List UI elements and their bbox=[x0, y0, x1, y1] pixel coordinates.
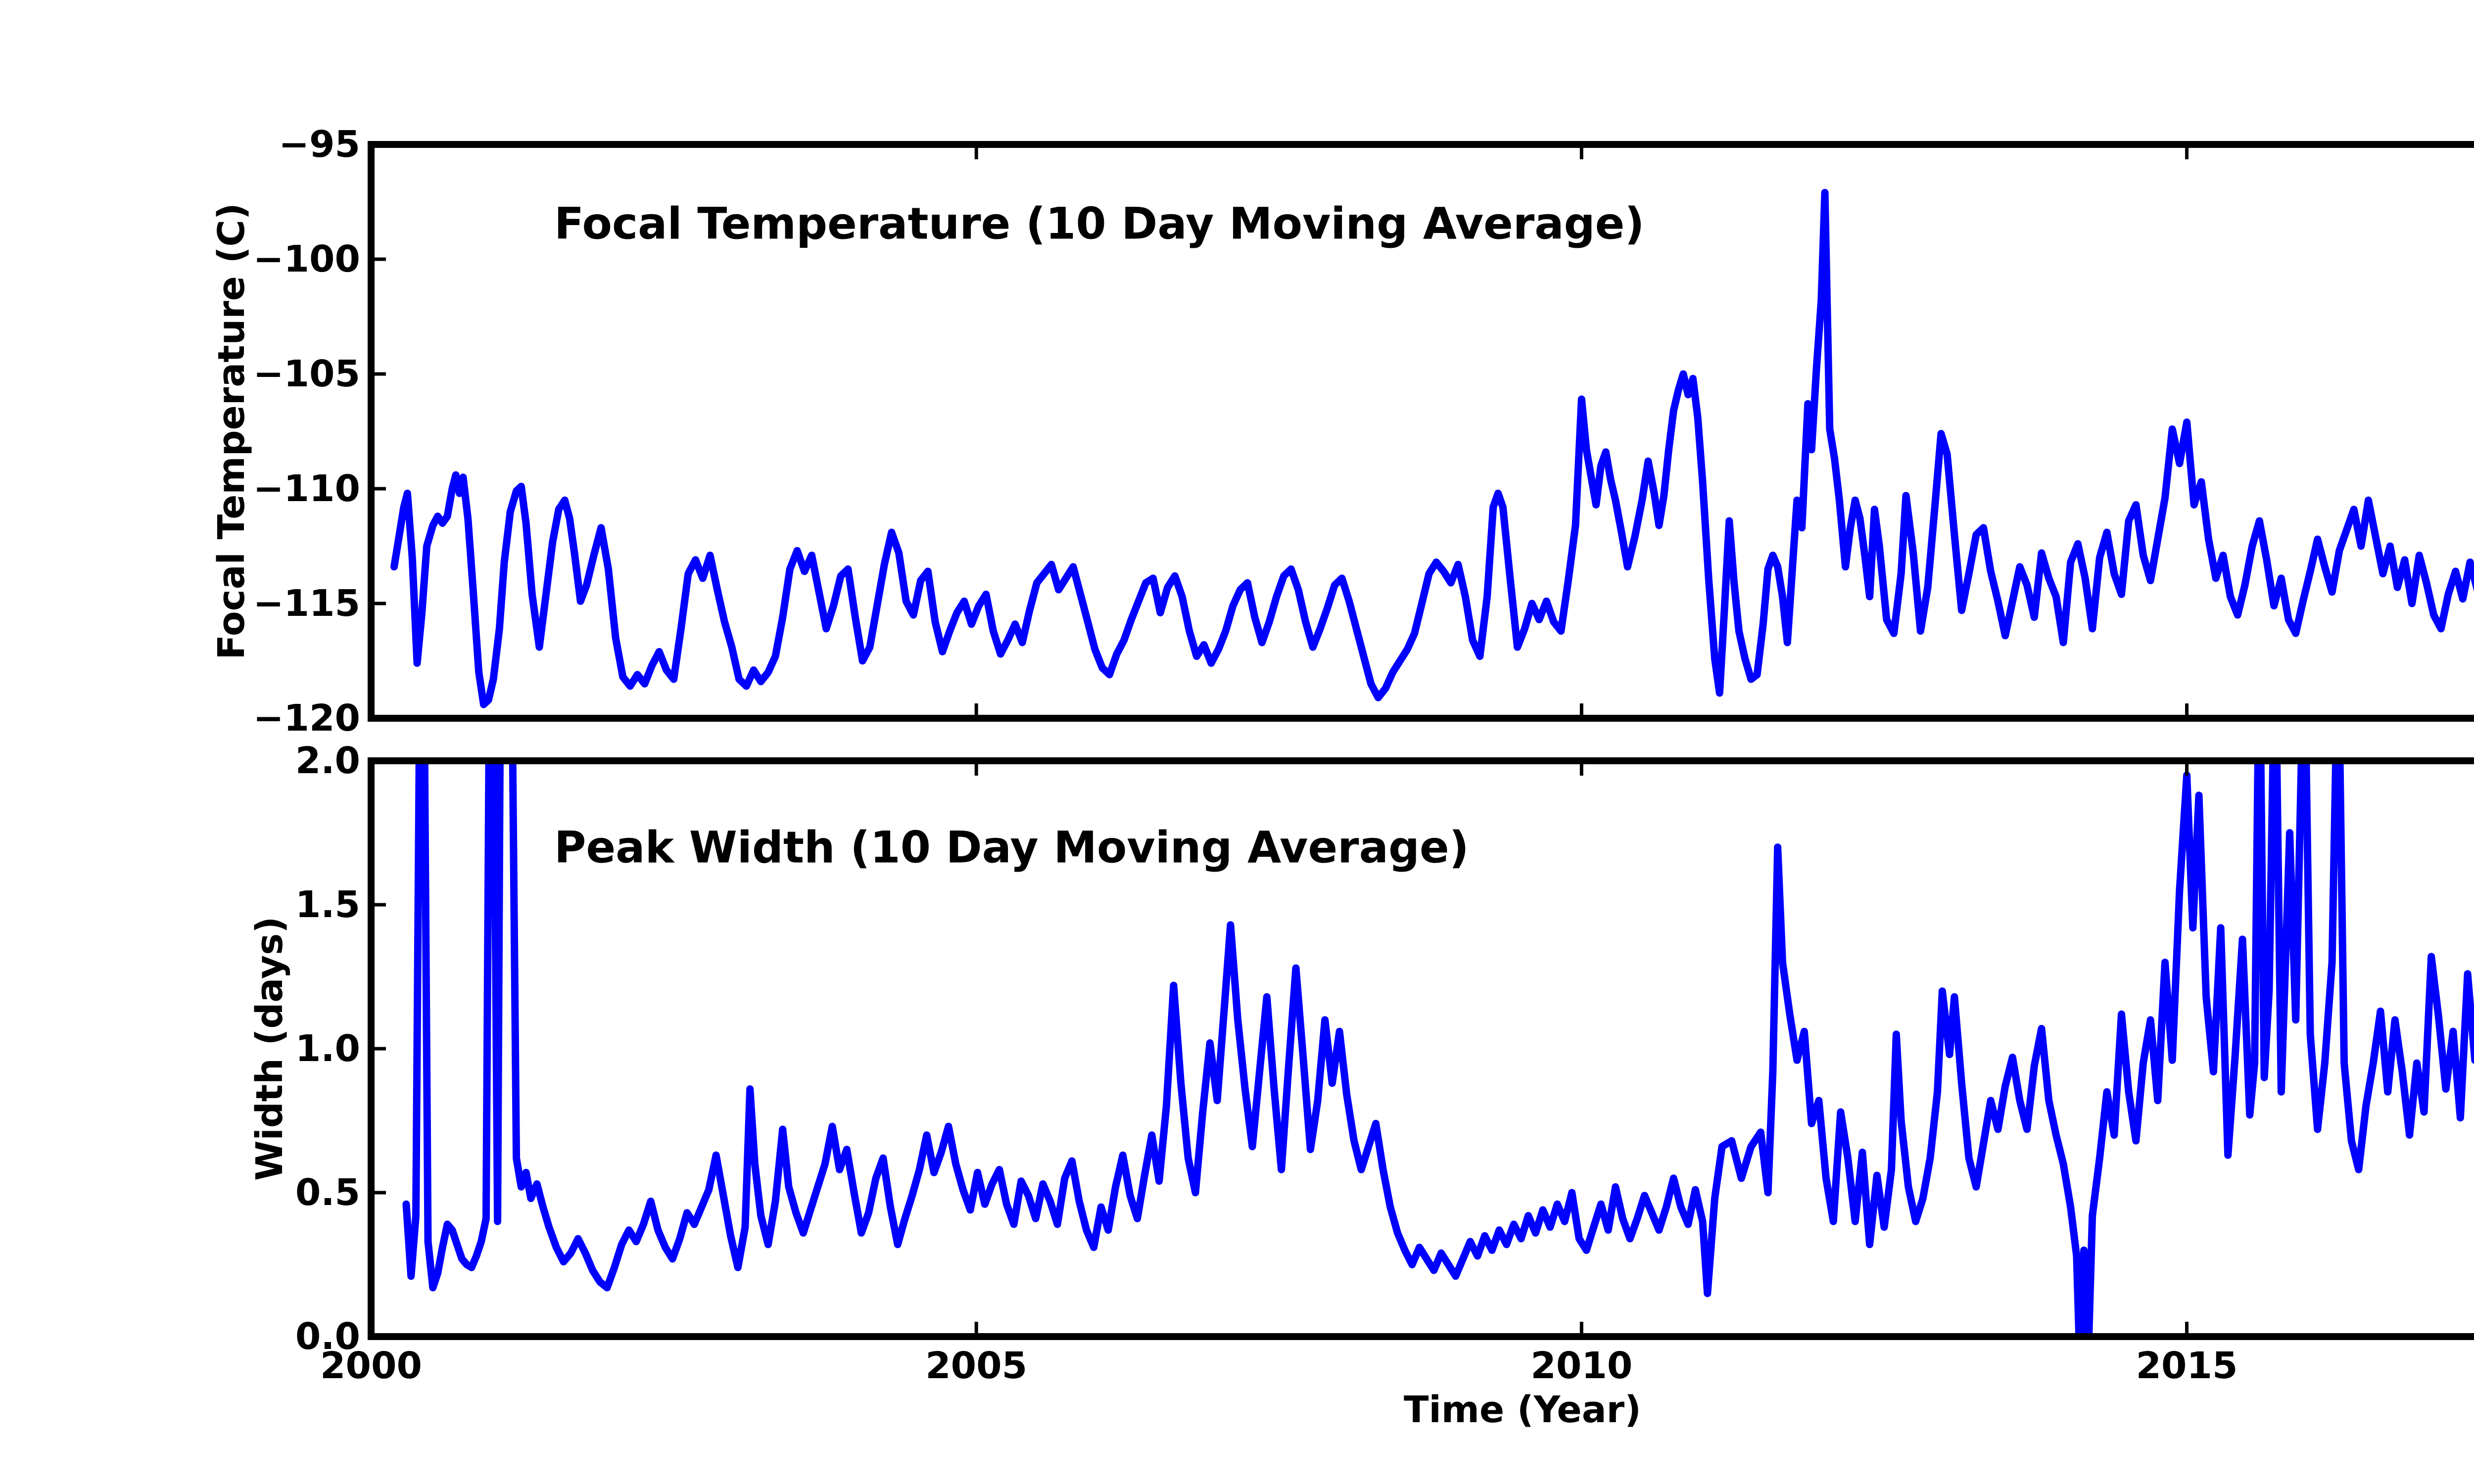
series-line-peak_width_10day_ma bbox=[402, 761, 2474, 1337]
x-tick-label: 2005 bbox=[925, 1345, 1028, 1387]
y-tick-label: −95 bbox=[279, 123, 360, 166]
y-tick-label: −120 bbox=[253, 697, 360, 740]
axes2-title: Peak Width (10 Day Moving Average) bbox=[554, 822, 1469, 873]
axes-spines bbox=[368, 141, 2474, 722]
y-tick-label: −110 bbox=[253, 467, 360, 510]
x-axis-label: Time (Year) bbox=[1404, 1389, 1641, 1431]
axes1-title: Focal Temperature (10 Day Moving Average… bbox=[554, 198, 1645, 249]
axes2-ylabel: Width (days) bbox=[248, 916, 291, 1181]
y-tick-label: −115 bbox=[253, 582, 360, 625]
y-tick-label: 2.0 bbox=[295, 740, 360, 782]
y-tick-label: −105 bbox=[253, 353, 360, 395]
series-line-focal_temperature_10day_ma bbox=[390, 188, 2474, 708]
x-tick-label: 2000 bbox=[320, 1345, 422, 1387]
x-tick-label: 2015 bbox=[2136, 1345, 2238, 1387]
axes1-ylabel: Focal Temperature (C) bbox=[210, 203, 253, 660]
y-tick-label: −100 bbox=[253, 238, 360, 280]
y-tick-label: 1.0 bbox=[295, 1027, 360, 1070]
y-tick-label: 1.5 bbox=[295, 883, 360, 926]
y-tick-label: 0.5 bbox=[295, 1171, 360, 1214]
y-tick-label: 0.0 bbox=[295, 1315, 360, 1358]
x-tick-label: 2010 bbox=[1530, 1345, 1633, 1387]
